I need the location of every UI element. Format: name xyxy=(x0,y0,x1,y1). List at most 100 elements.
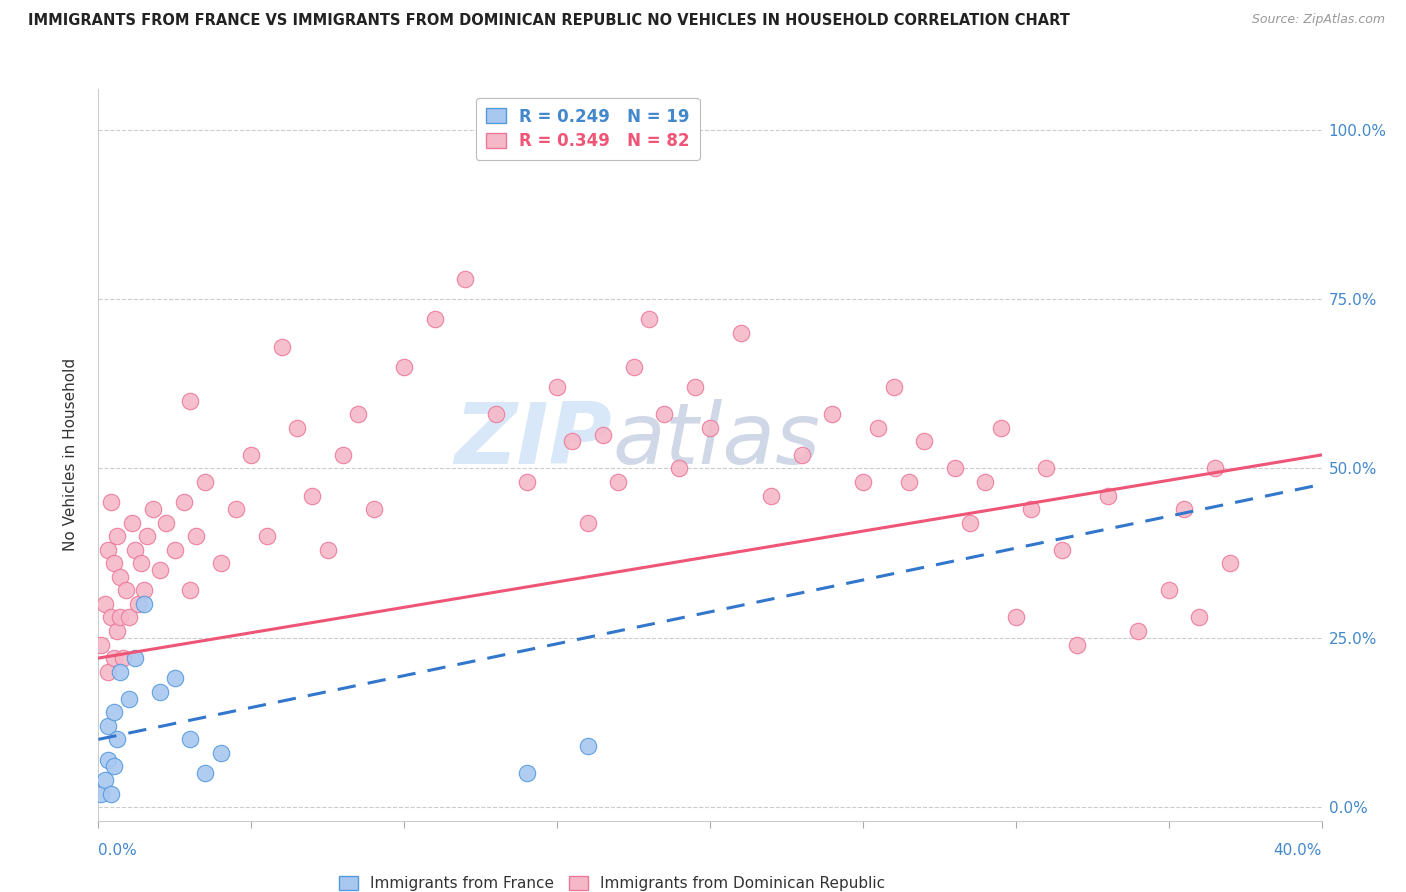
Point xyxy=(179,732,201,747)
Point xyxy=(225,502,247,516)
Point xyxy=(637,312,661,326)
Point xyxy=(1066,638,1088,652)
Point xyxy=(1004,610,1026,624)
Point xyxy=(194,475,217,489)
Point xyxy=(576,516,599,530)
Point xyxy=(1204,461,1226,475)
Point xyxy=(111,651,134,665)
Point xyxy=(134,597,156,611)
Point xyxy=(127,597,149,611)
Point xyxy=(118,610,141,624)
Point xyxy=(93,772,115,787)
Point xyxy=(97,753,120,767)
Point xyxy=(316,542,339,557)
Point xyxy=(90,638,112,652)
Point xyxy=(974,475,997,489)
Point xyxy=(1050,542,1073,557)
Point xyxy=(173,495,195,509)
Point xyxy=(100,787,122,801)
Point xyxy=(592,427,614,442)
Point xyxy=(652,407,675,421)
Point xyxy=(121,516,143,530)
Point xyxy=(730,326,752,340)
Point xyxy=(163,672,186,686)
Point xyxy=(124,651,146,665)
Point xyxy=(1173,502,1195,516)
Legend: Immigrants from France, Immigrants from Dominican Republic: Immigrants from France, Immigrants from … xyxy=(333,870,891,892)
Point xyxy=(136,529,159,543)
Point xyxy=(100,495,122,509)
Point xyxy=(1219,556,1241,570)
Point xyxy=(163,542,186,557)
Point xyxy=(97,542,120,557)
Point xyxy=(142,502,165,516)
Point xyxy=(623,359,645,374)
Point xyxy=(1157,583,1180,598)
Point xyxy=(332,448,354,462)
Text: 40.0%: 40.0% xyxy=(1274,843,1322,858)
Y-axis label: No Vehicles in Household: No Vehicles in Household xyxy=(63,359,77,551)
Point xyxy=(699,421,721,435)
Point xyxy=(155,516,177,530)
Point xyxy=(108,610,131,624)
Point xyxy=(108,570,131,584)
Point xyxy=(103,706,125,720)
Text: atlas: atlas xyxy=(612,399,820,482)
Point xyxy=(883,380,905,394)
Point xyxy=(607,475,630,489)
Point xyxy=(103,556,125,570)
Point xyxy=(392,359,416,374)
Point xyxy=(516,766,538,780)
Text: IMMIGRANTS FROM FRANCE VS IMMIGRANTS FROM DOMINICAN REPUBLIC NO VEHICLES IN HOUS: IMMIGRANTS FROM FRANCE VS IMMIGRANTS FRO… xyxy=(28,13,1070,29)
Point xyxy=(108,665,131,679)
Text: Source: ZipAtlas.com: Source: ZipAtlas.com xyxy=(1251,13,1385,27)
Point xyxy=(103,759,125,773)
Point xyxy=(959,516,981,530)
Point xyxy=(90,787,112,801)
Point xyxy=(186,529,208,543)
Point xyxy=(852,475,875,489)
Point xyxy=(149,563,172,577)
Point xyxy=(115,583,138,598)
Point xyxy=(868,421,890,435)
Point xyxy=(209,556,232,570)
Point xyxy=(668,461,690,475)
Point xyxy=(516,475,538,489)
Text: 0.0%: 0.0% xyxy=(98,843,138,858)
Point xyxy=(1097,489,1119,503)
Point xyxy=(347,407,370,421)
Text: ZIP: ZIP xyxy=(454,399,612,482)
Point xyxy=(1128,624,1150,638)
Point xyxy=(97,665,120,679)
Point xyxy=(118,691,141,706)
Point xyxy=(576,739,599,753)
Point xyxy=(561,434,583,449)
Point xyxy=(105,529,128,543)
Point xyxy=(759,489,782,503)
Point xyxy=(897,475,920,489)
Point xyxy=(270,340,292,354)
Point xyxy=(821,407,844,421)
Point xyxy=(105,732,128,747)
Point xyxy=(301,489,323,503)
Point xyxy=(912,434,935,449)
Point xyxy=(124,542,146,557)
Point xyxy=(363,502,385,516)
Point xyxy=(1019,502,1042,516)
Point xyxy=(683,380,706,394)
Point xyxy=(134,583,156,598)
Point xyxy=(1188,610,1211,624)
Point xyxy=(285,421,308,435)
Point xyxy=(103,651,125,665)
Point xyxy=(990,421,1012,435)
Point xyxy=(149,685,172,699)
Point xyxy=(105,624,128,638)
Point xyxy=(943,461,966,475)
Point xyxy=(546,380,568,394)
Point xyxy=(209,746,232,760)
Point xyxy=(100,610,122,624)
Point xyxy=(93,597,115,611)
Point xyxy=(454,272,477,286)
Point xyxy=(240,448,263,462)
Point xyxy=(423,312,446,326)
